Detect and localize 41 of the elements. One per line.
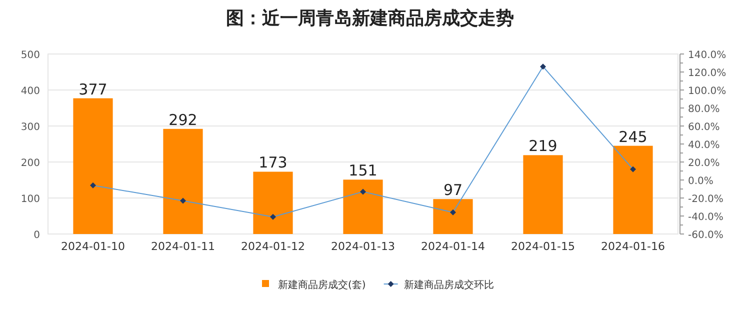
data-label: 219 xyxy=(528,137,558,156)
y2-tick-label: -40.0% xyxy=(688,212,724,223)
x-tick-label: 2024-01-11 xyxy=(151,240,215,253)
data-label: 292 xyxy=(168,110,198,129)
x-tick-label: 2024-01-13 xyxy=(331,240,395,253)
bar xyxy=(163,128,203,234)
bar xyxy=(613,146,653,234)
y-tick-label: 300 xyxy=(20,122,40,133)
bar xyxy=(73,98,113,234)
y2-tick-label: -20.0% xyxy=(688,194,724,205)
bar xyxy=(343,180,383,234)
x-tick-label: 2024-01-16 xyxy=(601,240,665,253)
y-tick-label: 0 xyxy=(34,230,40,241)
bar xyxy=(253,172,293,234)
y2-tick-label: 100.0% xyxy=(688,86,726,97)
y2-tick-label: 80.0% xyxy=(688,104,720,115)
data-label: 151 xyxy=(348,162,378,180)
bar xyxy=(523,155,563,234)
y2-tick-label: 140.0% xyxy=(688,50,726,61)
x-tick-label: 2024-01-12 xyxy=(241,240,305,253)
data-label: 97 xyxy=(443,181,463,200)
y-tick-label: 500 xyxy=(20,50,40,61)
x-tick-label: 2024-01-15 xyxy=(511,240,575,253)
y-tick-label: 200 xyxy=(20,158,40,169)
data-label: 245 xyxy=(618,128,648,146)
data-label: 377 xyxy=(78,80,108,98)
y2-tick-label: 40.0% xyxy=(688,140,720,151)
legend-label: 新建商品房成交环比 xyxy=(404,279,494,291)
bar xyxy=(433,199,473,234)
data-label: 173 xyxy=(258,154,288,172)
y2-tick-label: 120.0% xyxy=(688,68,726,79)
y2-tick-label: 60.0% xyxy=(688,122,720,133)
x-tick-label: 2024-01-10 xyxy=(61,240,125,253)
y-tick-label: 100 xyxy=(20,194,40,205)
chart-title: 图：近一周青岛新建商品房成交走势 xyxy=(226,8,514,29)
x-tick-label: 2024-01-14 xyxy=(421,240,485,253)
y2-tick-label: 0.0% xyxy=(688,176,714,187)
legend-label: 新建商品房成交(套) xyxy=(278,279,366,291)
y2-tick-label: -60.0% xyxy=(688,230,724,241)
y2-tick-label: 20.0% xyxy=(688,158,720,169)
y-tick-label: 400 xyxy=(20,86,40,97)
